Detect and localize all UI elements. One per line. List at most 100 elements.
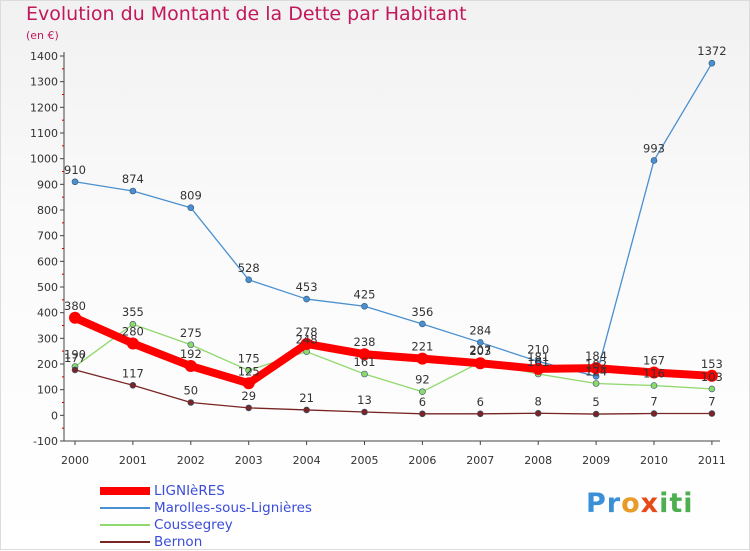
chart-title: Evolution du Montant de la Dette par Hab… <box>26 3 467 25</box>
data-point <box>532 362 545 375</box>
y-tick-label: 700 <box>37 230 58 243</box>
x-tick-label: 2003 <box>235 454 263 467</box>
data-point <box>592 380 600 387</box>
logo-part-4: iti <box>659 488 694 519</box>
data-label: 161 <box>527 355 549 369</box>
x-tick-label: 2008 <box>524 454 552 467</box>
data-label: 356 <box>411 305 433 319</box>
data-label: 167 <box>643 353 665 367</box>
legend-swatch <box>100 524 150 526</box>
y-tick-label: 900 <box>37 178 58 191</box>
legend-label: Marolles-sous-Lignières <box>154 500 312 516</box>
x-tick-label: 2005 <box>351 454 379 467</box>
data-label: 355 <box>122 305 144 319</box>
data-label: 874 <box>122 172 144 186</box>
data-label: 207 <box>469 343 491 357</box>
data-label: 92 <box>415 373 430 387</box>
legend-swatch <box>100 507 150 509</box>
data-point <box>361 408 368 416</box>
data-label: 993 <box>643 141 665 155</box>
data-point <box>476 339 484 346</box>
data-point <box>705 369 718 382</box>
data-point <box>708 410 716 417</box>
x-tick-label: 2001 <box>119 454 147 467</box>
data-label: 248 <box>296 333 318 347</box>
data-label: 210 <box>527 342 549 356</box>
data-label: 29 <box>241 389 256 403</box>
data-point <box>648 366 660 379</box>
legend-swatch <box>100 541 150 543</box>
data-label: 7 <box>708 395 715 409</box>
data-point <box>245 404 252 412</box>
data-label: 809 <box>180 189 202 203</box>
y-tick-label: -100 <box>33 435 58 448</box>
y-tick-label: 1000 <box>30 153 58 166</box>
data-label: 275 <box>180 326 202 340</box>
data-point <box>187 204 195 211</box>
data-label: 192 <box>180 347 202 361</box>
data-label: 13 <box>357 393 372 407</box>
data-label: 278 <box>296 325 318 339</box>
data-point <box>650 410 658 417</box>
legend-label: LIGNIèRES <box>154 483 225 499</box>
data-point <box>71 178 79 186</box>
data-point <box>300 337 313 350</box>
y-tick-label: 1200 <box>30 101 58 114</box>
data-label: 528 <box>238 261 260 275</box>
y-tick-label: 400 <box>37 307 58 320</box>
data-point <box>187 341 195 349</box>
data-point <box>419 320 426 328</box>
data-label: 5 <box>592 395 599 409</box>
data-point <box>419 388 426 396</box>
data-point <box>129 320 137 328</box>
y-tick-label: 800 <box>37 204 58 217</box>
data-point <box>242 377 255 390</box>
data-label: 910 <box>64 163 86 177</box>
proxiti-logo: Proxiti <box>586 488 694 519</box>
data-point <box>129 187 137 195</box>
data-point <box>650 157 658 164</box>
x-tick-label: 2010 <box>640 454 668 467</box>
y-tick-label: 200 <box>37 358 58 371</box>
data-point <box>361 302 368 310</box>
data-point <box>126 337 139 350</box>
data-label: 453 <box>296 280 318 294</box>
x-tick-label: 2009 <box>582 454 610 467</box>
chart-subtitle: (en €) <box>26 29 59 42</box>
legend-label: Bernon <box>154 534 203 550</box>
data-label: 117 <box>122 366 144 380</box>
data-label: 6 <box>419 395 426 409</box>
x-tick-label: 2004 <box>293 454 321 467</box>
series-line-1 <box>74 62 713 377</box>
data-label: 190 <box>64 348 86 362</box>
data-point <box>129 382 137 389</box>
series-line-2 <box>74 323 713 393</box>
data-point <box>534 409 542 417</box>
logo-part-2: o <box>621 488 641 519</box>
y-tick-label: 500 <box>37 281 58 294</box>
data-label: 7 <box>650 395 657 409</box>
legend-label: Coussegrey <box>154 517 233 533</box>
data-label: 182 <box>585 357 607 371</box>
logo-part-3: x <box>640 488 660 519</box>
data-point <box>590 362 603 375</box>
x-tick-label: 2002 <box>177 454 205 467</box>
x-tick-label: 2011 <box>698 454 726 467</box>
data-label: 103 <box>701 370 723 384</box>
data-label: 177 <box>64 351 86 365</box>
legend-swatch <box>100 487 150 495</box>
data-label: 6 <box>477 395 484 409</box>
y-tick-label: 100 <box>37 384 58 397</box>
data-label: 284 <box>469 323 491 337</box>
data-label: 425 <box>354 287 376 301</box>
data-point <box>474 357 487 370</box>
data-label: 221 <box>411 340 433 354</box>
data-label: 1372 <box>697 44 726 58</box>
data-label: 125 <box>238 364 260 378</box>
data-point <box>358 348 371 361</box>
data-point <box>419 410 426 418</box>
data-label: 280 <box>122 324 144 338</box>
data-point <box>184 360 197 373</box>
data-point <box>708 385 716 393</box>
